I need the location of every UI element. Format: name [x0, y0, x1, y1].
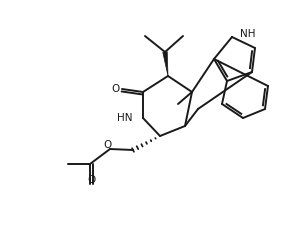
- Text: O: O: [111, 84, 119, 94]
- Text: NH: NH: [240, 29, 255, 39]
- Polygon shape: [163, 52, 168, 76]
- Text: HN: HN: [118, 113, 133, 123]
- Text: O: O: [104, 140, 112, 150]
- Text: O: O: [88, 175, 96, 185]
